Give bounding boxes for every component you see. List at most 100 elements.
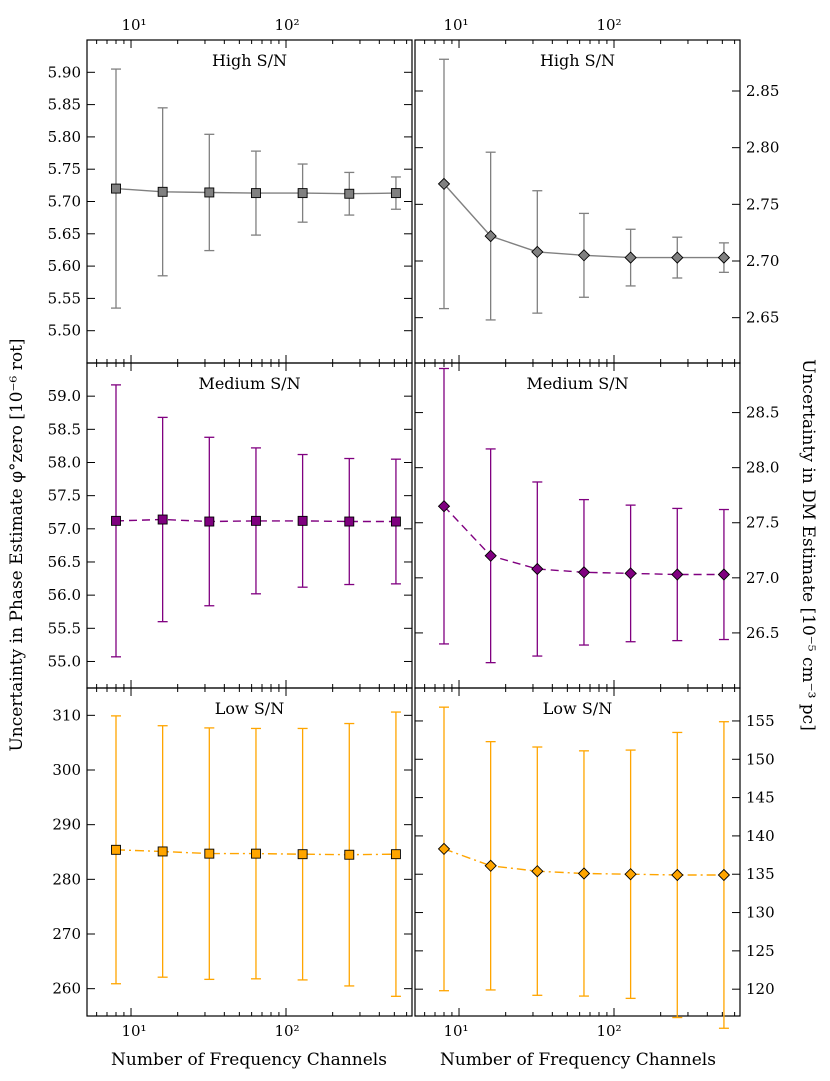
- data-point-square: [344, 849, 355, 860]
- data-point-diamond: [531, 562, 544, 576]
- x-tick-top-right-10: 10¹: [443, 16, 468, 34]
- data-point-square: [251, 848, 261, 859]
- y-tick-label: 28.5: [746, 404, 779, 422]
- y-tick-label: 145: [746, 789, 775, 807]
- panel-frame: [414, 39, 741, 364]
- y-tick-label: 59.0: [48, 387, 81, 405]
- data-point-square: [390, 516, 401, 527]
- y-tick-label: 5.75: [48, 160, 81, 178]
- data-point-square: [111, 844, 121, 855]
- y-tick-label: 28.0: [746, 459, 779, 477]
- y-tick-label: 5.65: [48, 225, 81, 243]
- data-point-diamond: [577, 249, 591, 262]
- panel-frame: [414, 687, 741, 1017]
- data-point-square: [157, 846, 168, 857]
- y-tick-label: 280: [52, 870, 81, 888]
- data-point-diamond: [437, 500, 451, 513]
- y-tick-label: 5.50: [48, 322, 81, 340]
- y-tick-label: 155: [746, 712, 775, 730]
- y-tick-label: 5.55: [48, 289, 81, 307]
- x-tick-bottom-left-100: 10²: [274, 1022, 299, 1040]
- x-tick-top-right-100: 10²: [596, 16, 621, 34]
- y-tick-label: 5.80: [48, 128, 81, 146]
- panel-title: Medium S/N: [526, 374, 628, 393]
- x-tick-top-left-10: 10¹: [121, 16, 146, 34]
- y-tick-label: 55.0: [48, 652, 81, 670]
- y-tick-label: 2.70: [746, 252, 779, 270]
- data-point-square: [157, 514, 168, 525]
- data-point-square: [390, 849, 401, 860]
- panel-title: Medium S/N: [198, 374, 300, 393]
- y-tick-label: 2.80: [746, 139, 779, 157]
- panel-frame: [414, 362, 741, 689]
- data-point-diamond: [717, 251, 731, 264]
- data-point-diamond: [531, 865, 544, 878]
- data-point-square: [204, 187, 215, 198]
- y-tick-label: 260: [52, 980, 81, 998]
- y-tick-label: 300: [52, 761, 81, 779]
- data-point-diamond: [671, 868, 684, 882]
- y-tick-label: 27.5: [746, 514, 779, 532]
- data-point-diamond: [717, 568, 731, 581]
- data-point-square: [251, 515, 261, 526]
- panels: 5.50 5.55 5.60 5.65 5.70 5.75 5.80 5.85 5.90 High…: [48, 39, 779, 1029]
- y-tick-label: 5.90: [48, 63, 81, 81]
- data-point-square: [204, 516, 215, 527]
- x-axis-bottom-labels: 10¹ 10² 10¹ 10²: [121, 1022, 621, 1040]
- panel-left-bottom: 260 270 280 290 300 310 Low S/N: [52, 687, 413, 1017]
- data-point-square: [344, 516, 355, 527]
- y-tick-label: 2.65: [746, 309, 779, 327]
- x-axis-top-labels: 10¹ 10² 10¹ 10²: [121, 16, 621, 34]
- data-point-diamond: [437, 842, 451, 856]
- panel-left-middle: 55.0 55.5 56.0 56.5 57.0 57.5 58.0 58.5 59.0 Medi…: [48, 362, 413, 689]
- y-tick-label: 58.5: [48, 420, 81, 438]
- panel-title: High S/N: [212, 51, 287, 70]
- data-point-diamond: [484, 549, 497, 562]
- y-tick-label: 57.5: [48, 487, 81, 505]
- y-tick-label: 130: [746, 904, 775, 922]
- y-tick-label: 56.0: [48, 586, 81, 604]
- y-tick-label: 27.0: [746, 569, 779, 587]
- x-axis-label-right: Number of Frequency Channels: [440, 1050, 716, 1070]
- y-tick-label: 26.5: [746, 624, 779, 642]
- data-point-square: [390, 188, 401, 199]
- y-tick-label: 55.5: [48, 619, 81, 637]
- x-tick-bottom-right-100: 10²: [596, 1022, 621, 1040]
- data-point-diamond: [624, 251, 637, 264]
- y-tick-label: 58.0: [48, 453, 81, 471]
- data-point-square: [204, 848, 215, 859]
- data-point-diamond: [577, 566, 591, 579]
- y-tick-label: 56.5: [48, 553, 81, 571]
- y-tick-label: 5.60: [48, 257, 81, 275]
- x-tick-top-left-100: 10²: [274, 16, 299, 34]
- data-point-diamond: [437, 177, 451, 191]
- y-tick-label: 150: [746, 750, 775, 768]
- data-point-square: [251, 188, 261, 199]
- panel-frame: [86, 687, 413, 1017]
- y-tick-label: 125: [746, 942, 775, 960]
- panel-left-top: 5.50 5.55 5.60 5.65 5.70 5.75 5.80 5.85 5.90 High…: [48, 39, 413, 364]
- panel-frame: [86, 39, 413, 364]
- y-tick-label: 5.85: [48, 96, 81, 114]
- data-point-square: [297, 515, 308, 526]
- x-axis-label-left: Number of Frequency Channels: [111, 1050, 387, 1070]
- data-point-square: [111, 183, 121, 194]
- data-point-diamond: [484, 229, 497, 243]
- data-point-diamond: [531, 245, 544, 259]
- panel-title: High S/N: [540, 51, 615, 70]
- data-point-diamond: [671, 568, 684, 581]
- y-tick-label: 270: [52, 925, 81, 943]
- data-point-diamond: [624, 868, 637, 881]
- panel-right-middle: 26.5 27.0 27.5 28.0 28.5 Medium S/N: [414, 362, 779, 689]
- data-point-diamond: [717, 868, 731, 882]
- y-tick-label: 135: [746, 865, 775, 883]
- panel-frame: [86, 362, 413, 689]
- y-axis-label-left: Uncertainty in Phase Estimate φ°zero [10…: [7, 338, 27, 751]
- y-tick-label: 120: [746, 980, 775, 998]
- data-point-diamond: [671, 251, 684, 264]
- panel-title: Low S/N: [543, 699, 612, 718]
- x-tick-bottom-left-10: 10¹: [121, 1022, 146, 1040]
- y-tick-label: 290: [52, 816, 81, 834]
- data-point-diamond: [624, 567, 637, 580]
- y-tick-label: 310: [52, 706, 81, 724]
